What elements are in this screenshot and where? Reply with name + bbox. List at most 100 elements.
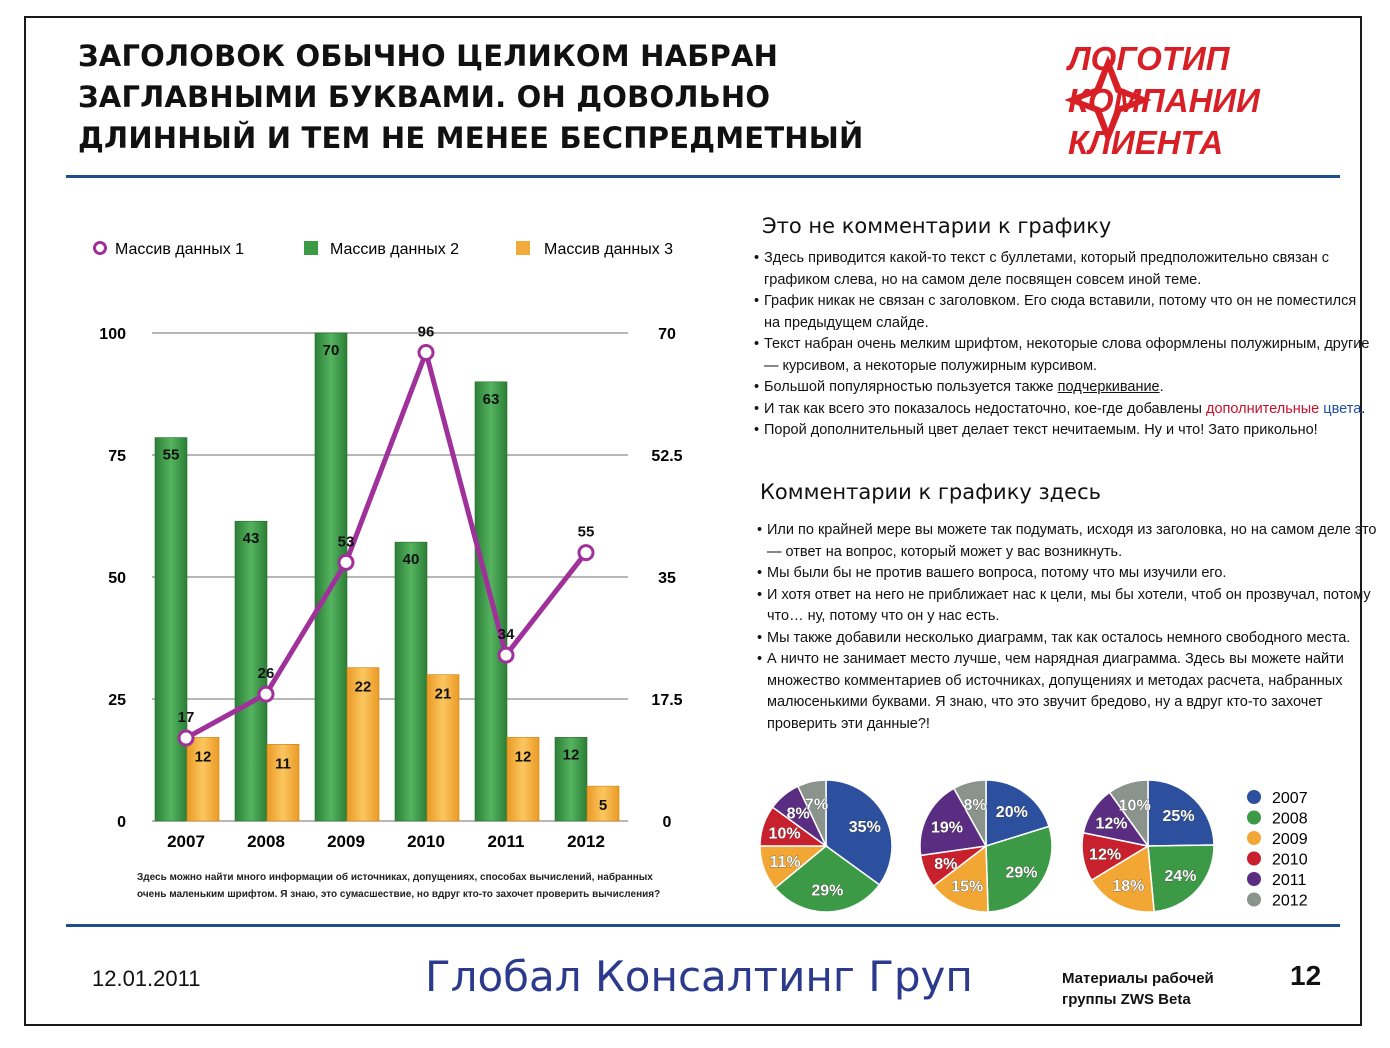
logo-line: ЛОГОТИП — [1068, 40, 1230, 77]
pie-slice-label: 7% — [805, 796, 828, 813]
pie-slice — [932, 844, 989, 913]
materials-line: группы ZWS Beta — [1062, 991, 1191, 1008]
text-run: Большой популярностью пользуется также — [764, 379, 1058, 395]
list-item: График никак не связан с заголовком. Его… — [754, 291, 1374, 334]
title-line: ЗАГЛАВНЫМИ БУКВАМИ. ОН ДОВОЛЬНО — [78, 80, 771, 114]
pie-slice-label: 10% — [769, 826, 801, 843]
pie-slice — [985, 779, 1050, 848]
pie-slice — [919, 787, 988, 857]
pie-legend-marker — [1247, 872, 1261, 886]
y-right-tick-label: 35 — [658, 570, 676, 587]
materials-note: Материалы рабочей группы ZWS Beta — [1062, 968, 1214, 1010]
logo-line: КОМПАНИИ — [1068, 82, 1260, 119]
title-line: ЗАГОЛОВОК ОБЫЧНО ЦЕЛИКОМ НАБРАН — [78, 39, 779, 73]
x-tick-label: 2008 — [247, 832, 285, 851]
pie-slice-label: 8% — [787, 805, 810, 822]
point-label-series-1: 17 — [178, 709, 195, 726]
header-divider — [66, 175, 1340, 178]
section-heading-comments: Комментарии к графику здесь — [760, 480, 1102, 504]
text-run: . — [1159, 379, 1164, 395]
bar-label-series-2: 40 — [403, 551, 420, 568]
pie-slice-label: 15% — [951, 878, 983, 895]
bar-label-series-3: 11 — [275, 755, 291, 772]
bar-series-3 — [186, 737, 220, 822]
bar-label-series-3: 12 — [195, 748, 212, 765]
pie-slice — [1147, 779, 1215, 847]
comments-list: Или по крайней мере вы можете так подума… — [757, 520, 1377, 735]
pie-slice-label: 20% — [996, 804, 1028, 821]
pie-slice — [985, 825, 1053, 913]
pie-slice-label: 18% — [1112, 878, 1144, 895]
pie-legend-label: 2008 — [1272, 811, 1308, 828]
x-tick-label: 2012 — [567, 832, 605, 851]
pie-slice — [825, 779, 893, 886]
title-line: ДЛИННЫЙ И ТЕМ НЕ МЕНЕЕ БЕСПРЕДМЕТНЫЙ — [78, 121, 864, 155]
legend-label: Массив данных 3 — [544, 241, 673, 258]
combo-chart: 0 25 50 75 100 0 17.5 35 52.5 70 55 12 2007 43 11 2008 7… — [93, 241, 683, 851]
underlined-word: подчеркивание — [1057, 379, 1160, 395]
pie-slice — [1108, 779, 1149, 849]
x-tick-label: 2009 — [327, 832, 365, 851]
y-left-tick-label: 100 — [99, 326, 126, 343]
line-point-series-1 — [417, 344, 435, 362]
bar-series-2 — [314, 332, 348, 822]
line-point-series-1 — [257, 685, 275, 703]
bar-series-3 — [346, 667, 380, 822]
bar-label-series-3: 12 — [515, 748, 532, 765]
chart-footnote: Здесь можно найти много информации об ис… — [137, 872, 661, 900]
pie-legend-marker — [1247, 892, 1261, 907]
x-tick-label: 2007 — [167, 832, 205, 851]
pie-slice-label: 29% — [1005, 864, 1037, 881]
bar-label-series-2: 63 — [483, 391, 500, 408]
bar-series-3 — [506, 737, 540, 822]
line-point-series-1 — [337, 553, 355, 571]
y-left-tick-label: 50 — [108, 570, 126, 587]
legend-label: Массив данных 2 — [330, 241, 459, 258]
pie-legend-marker — [1247, 790, 1261, 804]
line-point-series-1 — [177, 729, 195, 747]
slide-title: ЗАГОЛОВОК ОБЫЧНО ЦЕЛИКОМ НАБРАН ЗАГЛАВНЫ… — [78, 36, 878, 159]
y-left-tick-label: 0 — [117, 814, 126, 831]
pie-slice-label: 29% — [811, 883, 843, 900]
pie-legend-label: 2010 — [1272, 852, 1308, 869]
point-label-series-1: 34 — [498, 626, 515, 643]
bar-series-3 — [426, 674, 460, 822]
list-item: Большой популярностью пользуется также п… — [754, 377, 1374, 399]
not-comments-list: Здесь приводится какой-то текст с буллет… — [754, 248, 1374, 442]
pie-charts: 35%29%11%10%8%7% 20%29%15%8%19%8%25%24%18… — [759, 779, 1308, 913]
point-label-series-1: 96 — [418, 324, 435, 341]
y-right-tick-label: 70 — [658, 326, 676, 343]
pie-slice — [796, 779, 827, 847]
slide-date: 12.01.2011 — [92, 966, 201, 991]
pie-slice — [1147, 844, 1215, 913]
pie-legend-marker — [1247, 851, 1261, 866]
list-item: Здесь приводится какой-то текст с буллет… — [754, 248, 1374, 291]
pie-slice-label: 24% — [1164, 868, 1196, 885]
text-run: . — [1361, 400, 1366, 417]
pie-legend-label: 2012 — [1272, 893, 1308, 910]
bar-label-series-2: 70 — [323, 342, 340, 359]
bar-label-series-3: 21 — [435, 686, 452, 703]
legend-marker-series-2 — [304, 241, 318, 255]
section-heading-not-comments: Это не комментарии к графику — [762, 214, 1112, 238]
pie-slice-label: 25% — [1163, 808, 1195, 825]
bar-series-2 — [554, 737, 588, 822]
bar-label-series-2: 43 — [243, 530, 260, 547]
bar-label-series-3: 22 — [355, 679, 372, 696]
pie-slice-label: 8% — [934, 856, 957, 873]
company-name: Глобал Консалтинг Груп — [425, 952, 973, 1001]
pie-slice — [1090, 844, 1155, 913]
legend-marker-series-1 — [93, 241, 107, 255]
legend-label: Массив данных 1 — [115, 241, 244, 258]
list-item: А ничто не занимает место лучше, чем нар… — [757, 649, 1377, 735]
point-label-series-1: 55 — [578, 524, 595, 541]
line-series-1 — [184, 350, 588, 741]
list-item: Мы были бы не против вашего вопроса, пот… — [757, 563, 1377, 585]
pie-legend-marker — [1247, 810, 1261, 825]
materials-line: Материалы рабочей — [1062, 970, 1214, 987]
pie-slice-label: 8% — [963, 797, 986, 814]
list-item: Мы также добавили несколько диаграмм, та… — [757, 628, 1377, 650]
pie-slice-label: 12% — [1089, 846, 1121, 863]
client-logo-text: ЛОГОТИП КОМПАНИИ КЛИЕНТА — [1068, 38, 1260, 164]
x-tick-label: 2010 — [407, 832, 445, 851]
